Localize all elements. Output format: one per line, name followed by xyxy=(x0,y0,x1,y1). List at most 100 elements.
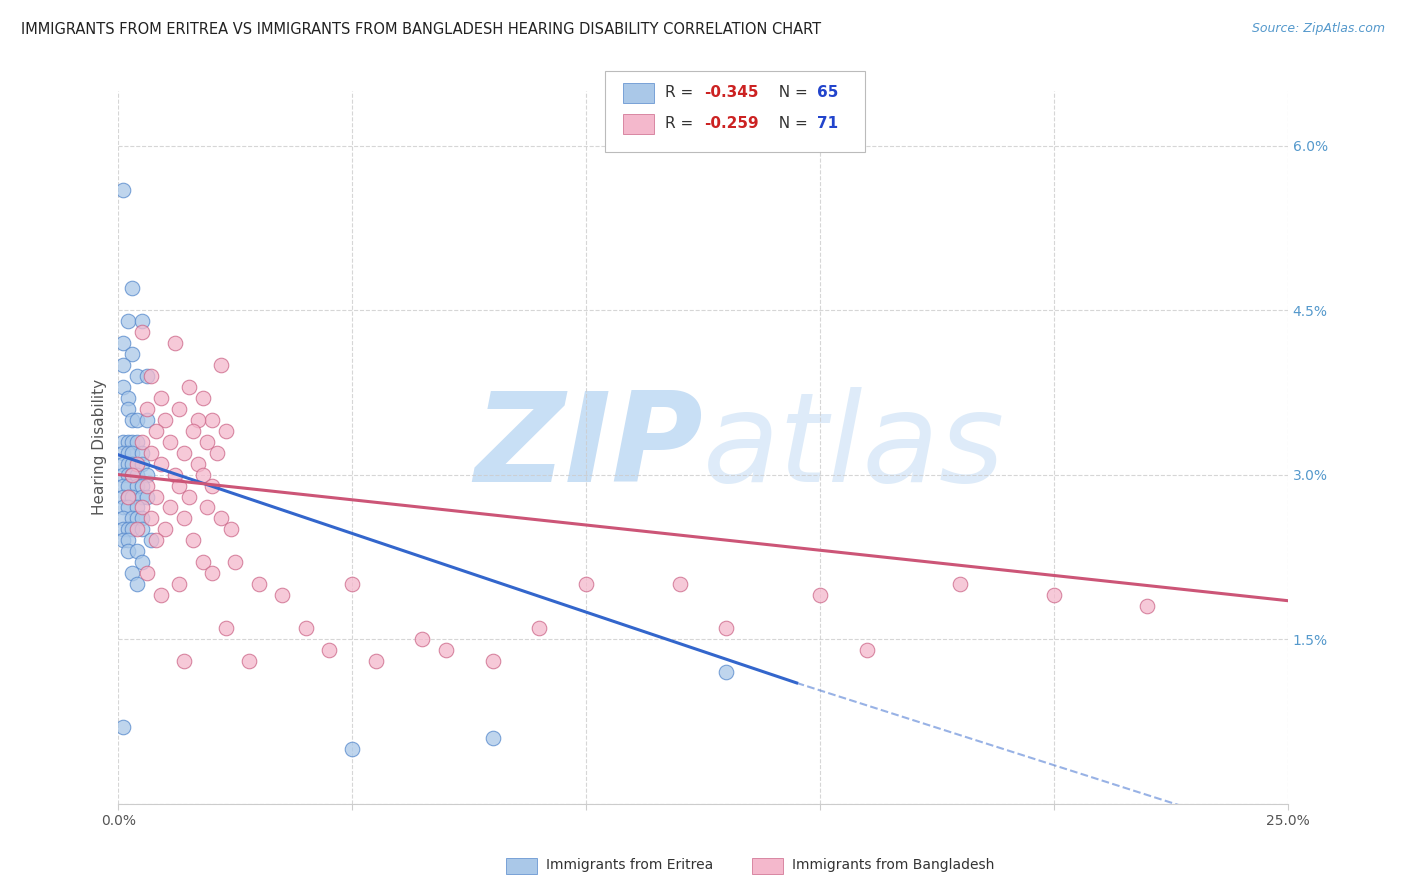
Point xyxy=(131,445,153,459)
Point xyxy=(159,434,181,449)
Point xyxy=(131,523,153,537)
Point xyxy=(112,182,135,196)
Point xyxy=(112,358,135,372)
Point xyxy=(117,445,139,459)
Text: 71: 71 xyxy=(817,117,838,131)
Point xyxy=(155,413,177,427)
Point xyxy=(112,500,135,515)
Point xyxy=(145,490,167,504)
Point xyxy=(149,391,172,405)
Point xyxy=(117,544,139,558)
Point xyxy=(155,523,177,537)
Point xyxy=(191,391,214,405)
Point xyxy=(187,413,209,427)
Point xyxy=(1043,588,1066,602)
Text: Source: ZipAtlas.com: Source: ZipAtlas.com xyxy=(1251,22,1385,36)
Point xyxy=(127,577,149,591)
Point xyxy=(149,457,172,471)
Point xyxy=(215,424,238,438)
Point xyxy=(159,500,181,515)
Point xyxy=(112,478,135,492)
Point xyxy=(112,490,135,504)
Point xyxy=(127,413,149,427)
Point xyxy=(131,511,153,525)
Point xyxy=(209,358,232,372)
Point xyxy=(121,511,143,525)
Point xyxy=(117,500,139,515)
Point xyxy=(121,467,143,482)
Point xyxy=(121,467,143,482)
Point xyxy=(131,490,153,504)
Point xyxy=(127,523,149,537)
Point xyxy=(141,368,163,383)
Point xyxy=(167,577,190,591)
Point xyxy=(271,588,294,602)
Point xyxy=(127,544,149,558)
Point xyxy=(529,621,551,635)
Text: N =: N = xyxy=(769,86,813,100)
Point xyxy=(112,467,135,482)
Point xyxy=(716,621,738,635)
Point xyxy=(131,555,153,569)
Point xyxy=(141,533,163,548)
Point xyxy=(112,457,135,471)
Point xyxy=(141,445,163,459)
Point xyxy=(163,467,186,482)
Point xyxy=(135,368,157,383)
Point xyxy=(173,445,195,459)
Point xyxy=(434,643,457,657)
Text: ZIP: ZIP xyxy=(474,386,703,508)
Point xyxy=(163,336,186,351)
Point xyxy=(135,413,157,427)
Point xyxy=(121,347,143,361)
Point xyxy=(191,555,214,569)
Point xyxy=(112,336,135,351)
Point xyxy=(117,391,139,405)
Point xyxy=(117,533,139,548)
Point xyxy=(195,500,218,515)
Legend: $\mathregular{R = }$-0.345   N = 65, $\mathregular{R = }$-0.259   N = 71: $\mathregular{R = }$-0.345 N = 65, $\mat… xyxy=(544,112,745,169)
Point xyxy=(167,401,190,416)
Point xyxy=(121,281,143,295)
Point xyxy=(201,566,224,581)
Point xyxy=(117,490,139,504)
Point xyxy=(131,434,153,449)
Point xyxy=(481,731,503,745)
Point xyxy=(127,368,149,383)
Point xyxy=(949,577,972,591)
Point xyxy=(247,577,270,591)
Point xyxy=(112,511,135,525)
Point xyxy=(1136,599,1159,614)
Point xyxy=(135,478,157,492)
Point xyxy=(205,445,228,459)
Point xyxy=(112,523,135,537)
Point xyxy=(201,413,224,427)
Point xyxy=(209,511,232,525)
Point xyxy=(173,654,195,668)
Point xyxy=(145,533,167,548)
Point xyxy=(121,434,143,449)
Text: 65: 65 xyxy=(817,86,838,100)
Text: -0.345: -0.345 xyxy=(704,86,759,100)
Point xyxy=(364,654,387,668)
Text: IMMIGRANTS FROM ERITREA VS IMMIGRANTS FROM BANGLADESH HEARING DISABILITY CORRELA: IMMIGRANTS FROM ERITREA VS IMMIGRANTS FR… xyxy=(21,22,821,37)
Point xyxy=(131,500,153,515)
Point xyxy=(187,457,209,471)
Point xyxy=(177,490,200,504)
Point xyxy=(121,457,143,471)
Point xyxy=(131,457,153,471)
Point xyxy=(219,523,242,537)
Text: Immigrants from Bangladesh: Immigrants from Bangladesh xyxy=(792,858,994,872)
Point xyxy=(112,533,135,548)
Point xyxy=(181,533,204,548)
Point xyxy=(201,478,224,492)
Point xyxy=(117,401,139,416)
Point xyxy=(342,741,364,756)
Point xyxy=(121,523,143,537)
Point xyxy=(481,654,503,668)
Point xyxy=(135,566,157,581)
Point xyxy=(181,424,204,438)
Text: N =: N = xyxy=(769,117,813,131)
Point xyxy=(127,467,149,482)
Point xyxy=(135,467,157,482)
